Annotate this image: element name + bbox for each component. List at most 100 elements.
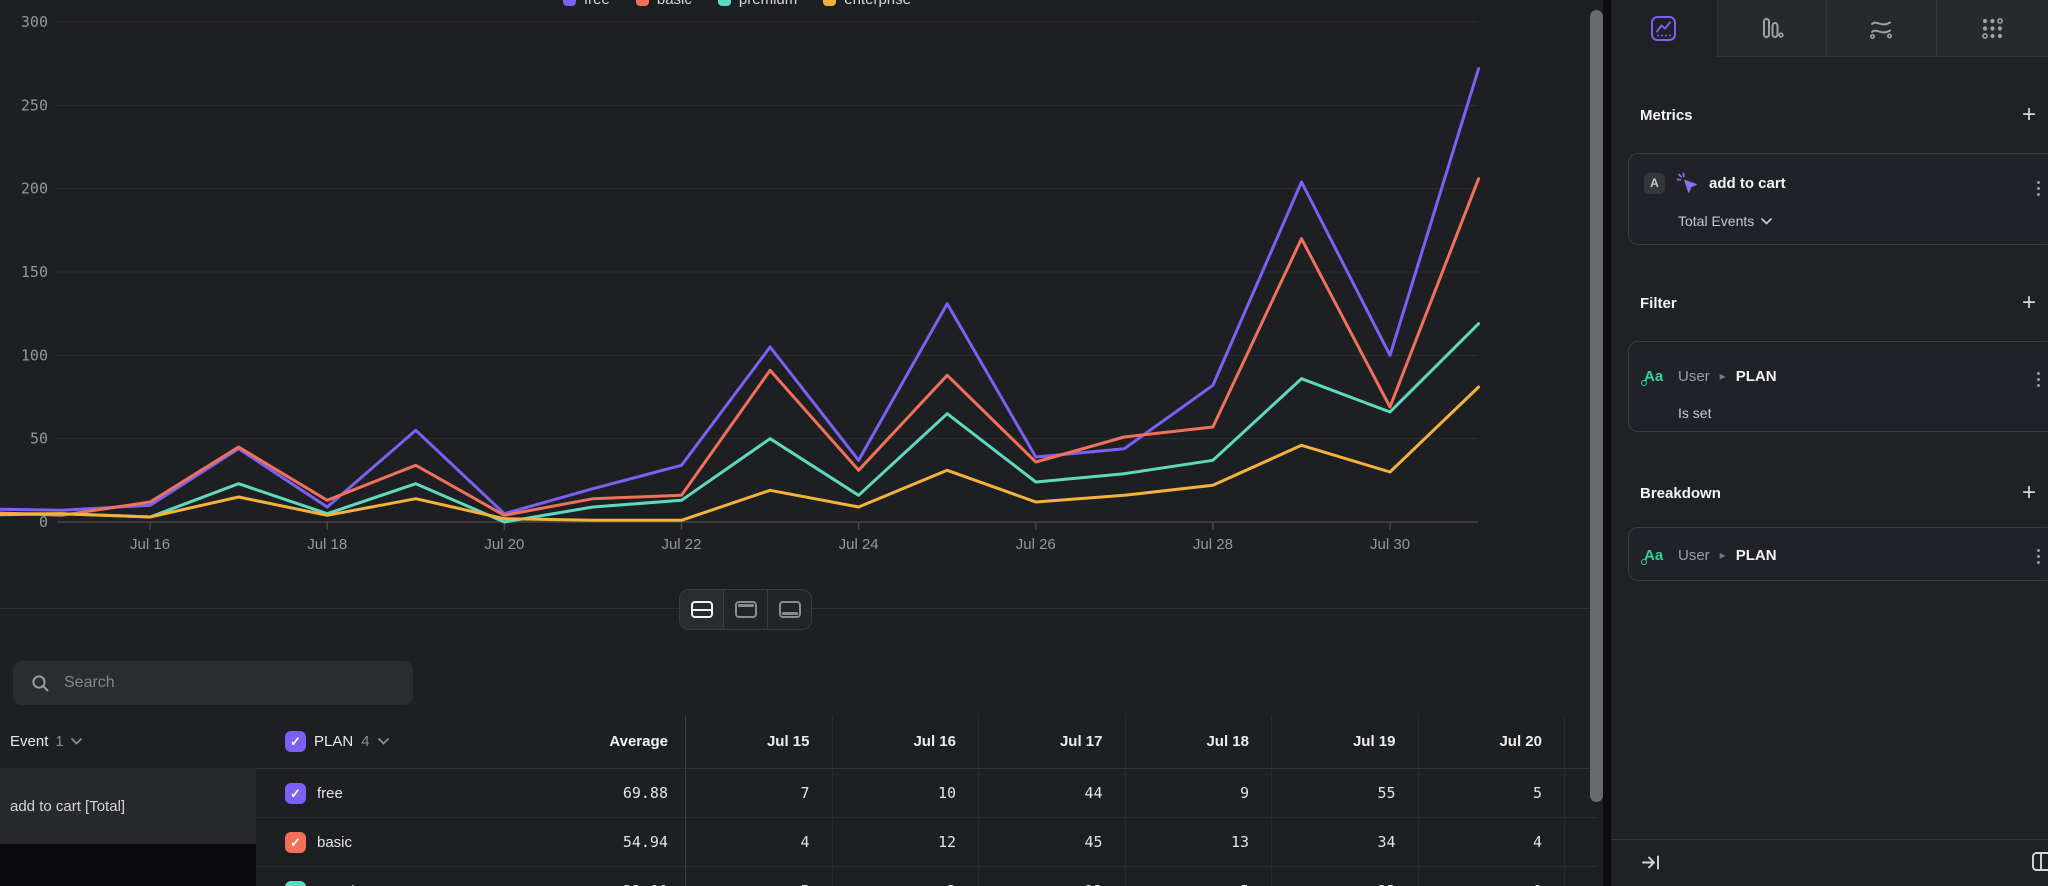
metric-letter-badge: A [1644,172,1665,194]
breakdown-title: Breakdown [1640,484,1721,502]
cell-value: 55 [1377,784,1396,802]
cell-value: 44 [1084,784,1103,802]
column-divider [1564,715,1565,886]
series-line-enterprise[interactable] [0,385,1481,522]
legend-label: basic [657,0,692,8]
metric-options-kebab[interactable] [2037,181,2040,196]
date-column-header[interactable]: Jul 17 [1059,733,1103,750]
plan-checkbox[interactable]: ✓ [285,881,306,886]
breadcrumb-arrow-icon: ▸ [1719,369,1726,383]
aggregation-selector[interactable]: Total Events [1678,213,1773,229]
layout-split-button[interactable] [680,590,724,629]
x-axis-tick-label: Jul 28 [1193,536,1233,553]
legend-label: enterprise [844,0,911,8]
add-filter-button[interactable]: + [2021,289,2036,316]
cell-value: 23 [978,867,1125,886]
tab-funnels[interactable] [1717,0,1827,57]
text-property-icon: Aa [1641,368,1668,386]
segmentation-table: Event 1 ✓ PLAN 4 Average Jul 15 Jul 16 Jul… [0,715,1597,886]
cell-value: 5 [685,867,832,886]
column-divider [831,715,833,886]
filter-card[interactable]: Aa User ▸ PLAN Is set [1628,341,2048,432]
column-divider [1417,715,1419,886]
chevron-down-icon [377,738,389,745]
date-column-header[interactable]: Jul 16 [913,733,956,750]
layout-toggle-group [679,589,812,630]
metric-card[interactable]: A add to cart Total Events [1628,153,2048,245]
event-count: 1 [55,733,64,750]
breakdown-options-kebab[interactable] [2037,549,2040,564]
breadcrumb-arrow-icon: ▸ [1719,548,1726,562]
plan-checkbox[interactable]: ✓ [285,832,306,853]
table-row-premium[interactable]: ✓premium33.0053235230 [0,867,1597,886]
date-column-header[interactable]: Jul 19 [1352,733,1396,750]
layout-table-only-button[interactable] [768,590,811,629]
add-breakdown-button[interactable]: + [2021,479,2036,506]
legend-item-free[interactable]: free [563,0,610,8]
plan-header-label: PLAN [314,733,354,750]
cell-value: 9 [1239,784,1249,802]
date-column-header[interactable]: Jul 20 [1499,733,1542,750]
date-column-header[interactable]: Jul 15 [766,733,810,750]
event-header-label: Event [10,733,49,750]
event-column-empty-area [0,844,256,886]
flows-icon [1870,21,1893,39]
add-metric-button[interactable]: + [2021,101,2036,128]
legend-item-basic[interactable]: basic [635,0,692,8]
y-axis-tick-label: 250 [21,96,48,114]
table-header-row: Event 1 ✓ PLAN 4 Average Jul 15 Jul 16 Jul… [0,715,1597,769]
table-row-basic[interactable]: ✓ basic 54.94 4 12 45 13 34 4 [0,818,1597,867]
search-icon [32,674,49,691]
metrics-section-header: Metrics + [1640,101,2040,128]
filter-title: Filter [1640,294,1677,312]
series-line-basic[interactable] [0,177,1481,517]
split-pane-icon [2032,852,2048,871]
search-input[interactable]: Search [13,661,413,705]
event-column-header[interactable]: Event 1 [10,715,82,768]
panel-layout-button[interactable] [2032,852,2048,876]
x-axis-tick-label: Jul 22 [661,536,701,553]
series-line-free[interactable] [0,67,1481,516]
legend-item-premium[interactable]: premium [717,0,797,8]
event-name-cell[interactable]: add to cart [Total] [0,768,256,844]
line-chart[interactable]: 0 50 100 150 200 250 300 Jul 16 Jul 18 Jul 20 Jul … [0,0,1597,560]
y-axis-tick-label: 50 [30,430,48,448]
breakdown-card[interactable]: Aa User ▸ PLAN [1628,527,2048,581]
y-axis-tick-label: 0 [39,513,48,531]
top-panel-icon [734,601,757,618]
plan-label: basic [317,833,353,851]
tab-insights[interactable] [1611,0,1718,57]
series-line-premium[interactable] [0,322,1481,524]
table-row-free[interactable]: ✓ free 69.88 7 10 44 9 55 5 [0,769,1597,818]
plan-count: 4 [361,733,370,750]
cell-value: 5 [1532,784,1542,802]
arrow-to-right-icon [1642,855,1659,870]
cell-value: 5 [1125,867,1272,886]
y-axis-tick-label: 300 [21,13,48,31]
plan-column-header[interactable]: ✓ PLAN 4 [285,715,389,768]
plan-select-all-checkbox[interactable]: ✓ [285,731,306,752]
filter-condition[interactable]: Is set [1678,405,1712,421]
cell-value: 4 [1532,833,1542,851]
panel-footer [1611,839,2048,886]
cell-value: 7 [800,784,810,802]
layout-chart-only-button[interactable] [724,590,768,629]
cell-value: 23 [1271,867,1418,886]
legend-item-enterprise[interactable]: enterprise [823,0,911,8]
tab-more-apps[interactable] [1936,0,2048,57]
split-horizontal-icon [690,601,713,618]
bar-chart-icon [1763,17,1784,38]
vertical-scrollbar[interactable] [1590,10,1603,802]
plan-label: free [317,784,343,802]
filter-category: User [1678,367,1710,385]
collapse-panel-button[interactable] [1641,853,1662,877]
plan-checkbox[interactable]: ✓ [285,783,306,804]
chart-region: free basic premium enterprise 0 50 100 150 200 2… [0,0,1597,705]
legend-swatch [563,0,576,6]
date-column-header[interactable]: Jul 18 [1206,733,1249,750]
average-column-header[interactable]: Average [609,733,668,750]
filter-options-kebab[interactable] [2037,372,2040,387]
legend-swatch [635,0,649,6]
tab-flows[interactable] [1826,0,1937,57]
